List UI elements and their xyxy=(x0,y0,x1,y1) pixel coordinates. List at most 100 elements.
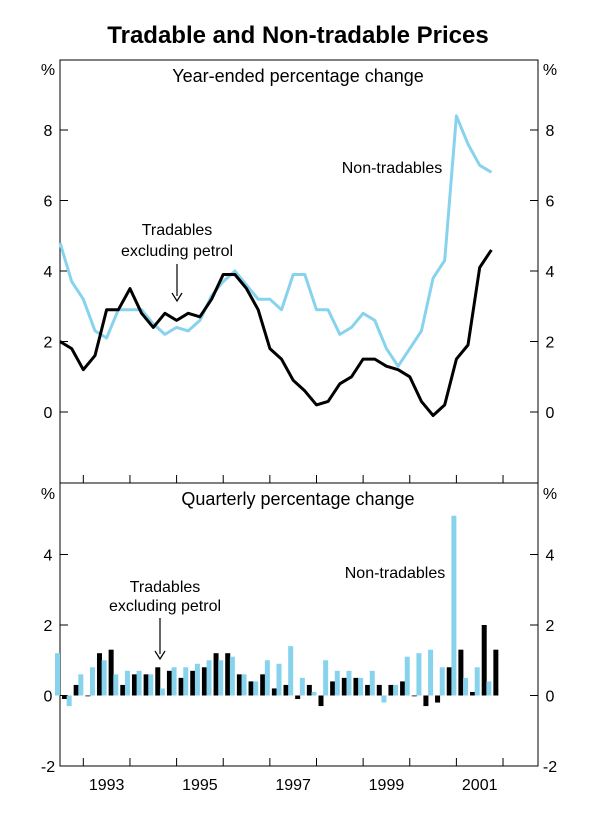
bottom-y-left-tick-label: 2 xyxy=(44,618,53,635)
bar-nontradables xyxy=(253,681,259,696)
top-y-left-tick-label: 8 xyxy=(44,123,53,140)
bar-nontradables xyxy=(323,660,329,696)
bar-tradables xyxy=(236,674,242,696)
bar-nontradables xyxy=(101,660,107,696)
chart-frame xyxy=(59,59,539,767)
bottom-annotation-arrowhead xyxy=(154,650,166,661)
bar-nontradables xyxy=(486,681,492,696)
top-y-right-tick-label: 6 xyxy=(546,194,555,211)
bar-tradables xyxy=(400,681,406,696)
top-y-left-tick-label: 4 xyxy=(44,264,53,281)
bar-tradables xyxy=(248,681,254,696)
top-annotation-nontradables: Non-tradables xyxy=(342,160,443,177)
bar-nontradables xyxy=(183,667,189,696)
bar-tradables xyxy=(318,695,324,707)
bar-tradables xyxy=(201,667,207,696)
bottom-panel-y-ticks: 4 4 2 2 0 0 -2 -2 xyxy=(41,548,557,777)
x-tick-label: 1997 xyxy=(275,777,311,794)
bar-tradables xyxy=(260,674,266,696)
bar-nontradables xyxy=(218,660,224,696)
top-annotation-tradables-line1: Tradables xyxy=(142,222,213,239)
bar-nontradables xyxy=(264,660,270,696)
bar-tradables xyxy=(62,695,67,700)
bar-nontradables xyxy=(113,674,119,696)
top-y-left-tick-label: 2 xyxy=(44,335,53,352)
bar-tradables xyxy=(271,688,277,696)
bar-tradables xyxy=(213,653,219,696)
bar-nontradables xyxy=(136,670,142,696)
bar-nontradables xyxy=(194,663,200,696)
bar-tradables xyxy=(155,667,161,696)
bar-nontradables xyxy=(404,656,410,696)
top-y-right-tick-label: 2 xyxy=(546,335,555,352)
bar-tradables xyxy=(295,695,301,700)
bar-tradables xyxy=(85,695,91,697)
line-nontradables xyxy=(58,114,493,368)
bottom-panel-subtitle: Quarterly percentage change xyxy=(181,489,414,509)
x-tick-label: 2001 xyxy=(462,777,498,794)
bar-tradables xyxy=(388,684,394,696)
bottom-y-left-tick-label: 0 xyxy=(44,689,53,706)
bar-nontradables xyxy=(89,667,95,696)
bar-tradables xyxy=(341,677,347,696)
bar-nontradables xyxy=(288,646,294,696)
top-left-unit-label: % xyxy=(41,62,55,79)
bar-tradables xyxy=(423,695,429,707)
bar-nontradables xyxy=(334,670,340,696)
bar-tradables xyxy=(283,684,289,696)
bar-tradables xyxy=(353,677,359,696)
bar-tradables xyxy=(120,684,126,696)
top-y-right-tick-label: 8 xyxy=(546,123,555,140)
bar-nontradables xyxy=(346,670,352,696)
bar-tradables xyxy=(178,677,184,696)
bottom-y-left-tick-label: -2 xyxy=(41,759,55,776)
top-panel-subtitle: Year-ended percentage change xyxy=(172,66,424,86)
bottom-y-right-tick-label: 2 xyxy=(546,618,555,635)
x-tick-label: 1995 xyxy=(182,777,218,794)
bar-nontradables xyxy=(358,677,364,696)
bar-nontradables xyxy=(206,660,212,696)
bar-tradables xyxy=(330,681,336,696)
x-axis-ticks: 1993 1995 1997 1999 2001 xyxy=(82,475,504,794)
bar-nontradables xyxy=(159,688,165,696)
bar-tradables xyxy=(493,649,499,696)
bar-nontradables xyxy=(439,667,445,696)
bar-nontradables xyxy=(124,670,130,696)
top-y-left-tick-label: 6 xyxy=(44,194,53,211)
top-right-unit-label: % xyxy=(543,62,557,79)
quarterly-bars xyxy=(55,515,499,707)
bar-nontradables xyxy=(463,677,469,696)
bottom-right-unit-label: % xyxy=(543,486,557,503)
bar-nontradables xyxy=(78,674,84,696)
top-y-left-tick-label: 0 xyxy=(44,405,53,422)
bar-nontradables xyxy=(55,653,60,696)
bar-tradables xyxy=(166,670,172,696)
x-tick-label: 1999 xyxy=(369,777,405,794)
bottom-y-right-tick-label: 0 xyxy=(546,689,555,706)
top-annotation-tradables-line2: excluding petrol xyxy=(121,243,233,260)
top-panel-y-ticks: 8 8 6 6 4 4 2 2 0 0 xyxy=(44,123,555,422)
bar-nontradables xyxy=(276,663,282,696)
bar-tradables xyxy=(470,691,476,696)
bar-nontradables xyxy=(451,515,457,696)
bar-tradables xyxy=(411,695,417,697)
chart-title: Tradable and Non-tradable Prices xyxy=(107,22,488,49)
bar-nontradables xyxy=(241,674,247,696)
bar-tradables xyxy=(306,684,312,696)
bar-nontradables xyxy=(299,677,305,696)
bar-nontradables xyxy=(229,656,235,696)
bar-tradables xyxy=(365,684,371,696)
bar-tradables xyxy=(73,684,79,696)
top-y-right-tick-label: 0 xyxy=(546,405,555,422)
bar-tradables xyxy=(376,684,382,696)
bottom-annotation-tradables-line1: Tradables xyxy=(130,579,201,596)
bar-nontradables xyxy=(148,674,154,696)
bar-tradables xyxy=(481,625,487,696)
bottom-annotation-nontradables: Non-tradables xyxy=(345,565,446,582)
bar-tradables xyxy=(190,670,196,696)
bottom-y-right-tick-label: 4 xyxy=(546,548,555,565)
bar-nontradables xyxy=(393,684,399,696)
bar-tradables xyxy=(446,667,452,696)
top-annotation-arrowhead xyxy=(171,292,183,303)
